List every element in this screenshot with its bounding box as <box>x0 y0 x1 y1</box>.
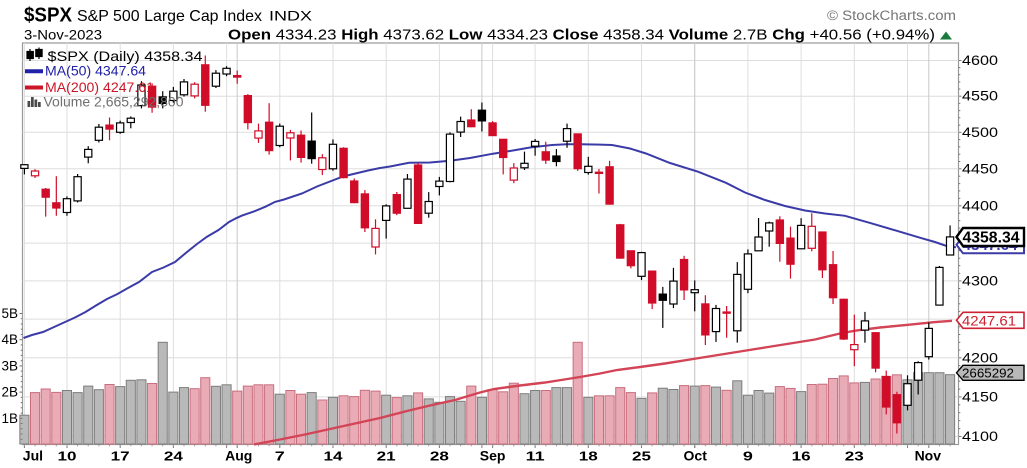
svg-text:5B: 5B <box>1 306 18 321</box>
svg-text:Nov: Nov <box>915 448 942 464</box>
svg-text:4150: 4150 <box>962 389 998 404</box>
svg-text:2B: 2B <box>1 385 18 400</box>
svg-text:7: 7 <box>275 449 285 464</box>
svg-text:4200: 4200 <box>962 350 998 365</box>
svg-text:2665292: 2665292 <box>962 366 1014 381</box>
svg-text:24: 24 <box>164 449 184 464</box>
svg-text:4400: 4400 <box>962 198 998 213</box>
svg-text:4550: 4550 <box>962 89 998 104</box>
svg-text:© StockCharts.com: © StockCharts.com <box>827 8 956 23</box>
svg-text:S&P 500 Large Cap Index: S&P 500 Large Cap Index <box>77 8 262 25</box>
svg-text:1B: 1B <box>1 411 18 426</box>
svg-text:11: 11 <box>526 449 545 464</box>
svg-text:Jul: Jul <box>23 448 43 464</box>
svg-text:14: 14 <box>324 449 344 464</box>
svg-text:4500: 4500 <box>962 125 998 140</box>
svg-text:$SPX (Daily) 4358.34: $SPX (Daily) 4358.34 <box>48 48 203 64</box>
svg-text:4B: 4B <box>1 332 18 347</box>
svg-text:MA(50) 4347.64: MA(50) 4347.64 <box>45 64 147 79</box>
svg-text:9: 9 <box>743 449 753 464</box>
svg-text:3-Nov-2023: 3-Nov-2023 <box>24 28 102 43</box>
svg-text:4300: 4300 <box>962 273 998 288</box>
svg-text:4450: 4450 <box>962 161 998 176</box>
svg-text:21: 21 <box>377 449 396 464</box>
svg-text:4358.34: 4358.34 <box>963 230 1020 247</box>
svg-text:4600: 4600 <box>962 53 998 68</box>
svg-text:Volume 2,665,292,800: Volume 2,665,292,800 <box>44 95 184 110</box>
svg-text:4100: 4100 <box>962 429 998 444</box>
svg-text:23: 23 <box>845 449 864 464</box>
svg-text:10: 10 <box>58 449 77 464</box>
svg-text:16: 16 <box>792 449 811 464</box>
svg-text:18: 18 <box>579 449 598 464</box>
svg-text:Sep: Sep <box>480 448 506 464</box>
svg-text:Oct: Oct <box>684 448 708 464</box>
svg-text:INDX: INDX <box>269 9 312 24</box>
svg-text:MA(200) 4247.61: MA(200) 4247.61 <box>45 80 154 95</box>
svg-text:4247.61: 4247.61 <box>962 312 1016 328</box>
svg-text:3B: 3B <box>1 358 18 373</box>
svg-text:Open 4334.23 High 4373.62 Low: Open 4334.23 High 4373.62 Low 4334.23 Cl… <box>228 27 935 44</box>
svg-text:28: 28 <box>430 449 449 464</box>
svg-text:17: 17 <box>111 449 130 464</box>
svg-text:25: 25 <box>632 449 651 464</box>
svg-text:$SPX: $SPX <box>24 5 73 27</box>
svg-text:Aug: Aug <box>225 448 252 464</box>
